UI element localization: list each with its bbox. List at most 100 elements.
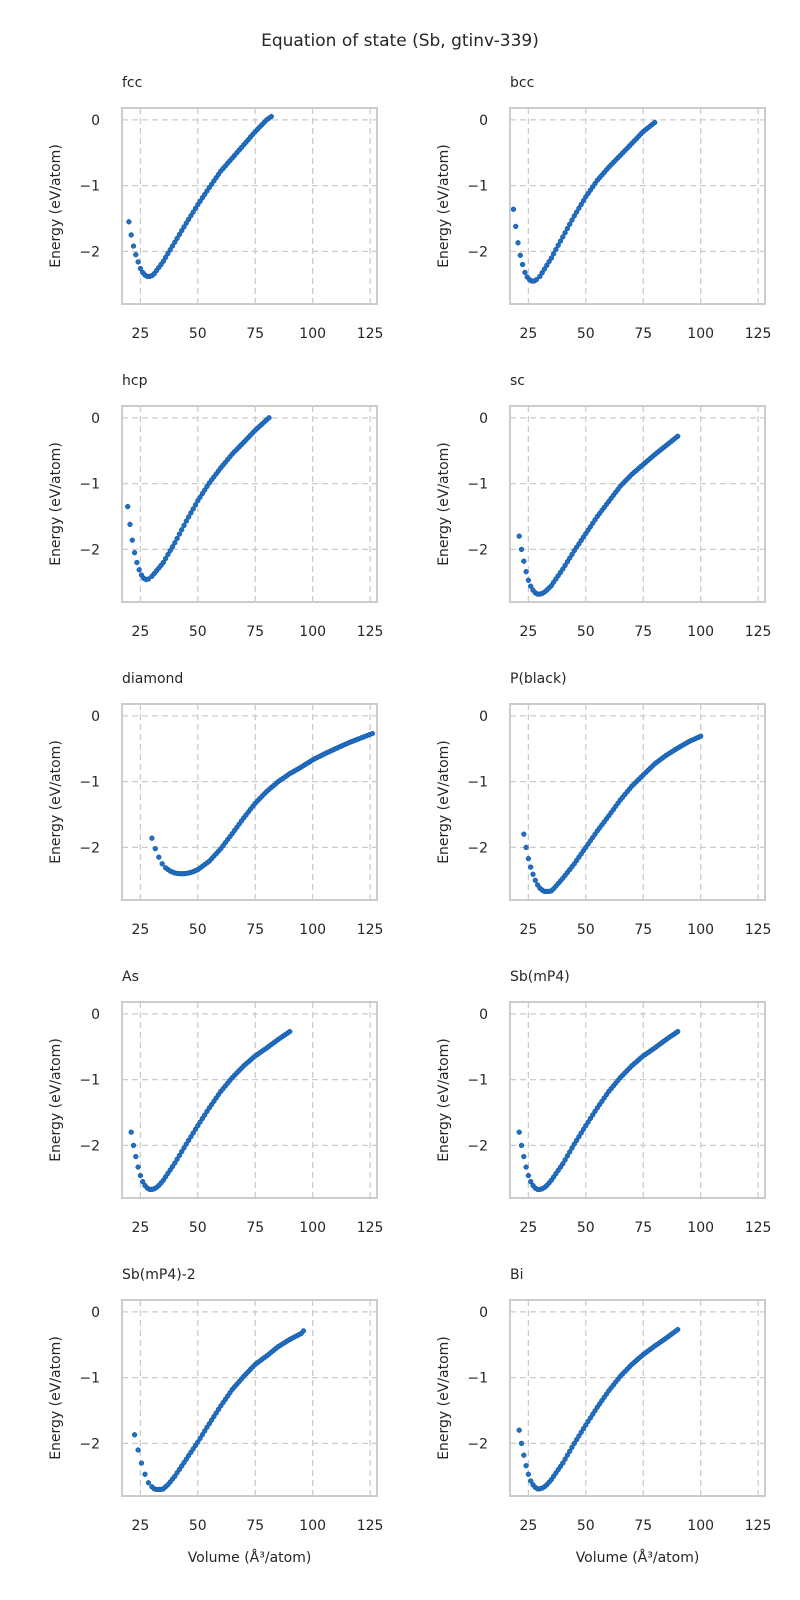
data-point [145, 576, 152, 582]
data-point [562, 1456, 568, 1462]
data-point [190, 506, 196, 512]
y-tick-label: −2 [467, 542, 488, 558]
data-point [523, 1164, 529, 1170]
y-tick-label: 0 [479, 1007, 488, 1023]
data-point [510, 206, 517, 212]
x-tick-label: 50 [189, 1220, 207, 1236]
x-tick-label: 75 [246, 922, 264, 938]
data-point [179, 527, 185, 533]
y-axis-label: Energy (eV/atom) [48, 1336, 64, 1460]
plot-frame [509, 1299, 766, 1497]
data-point [521, 1153, 527, 1160]
data-point [569, 217, 575, 223]
data-point [569, 1444, 575, 1450]
panel-as: As 25 50 75 100 125 0 −1 −2 Energy (eV/atom) [48, 969, 383, 1236]
x-tick-label: 25 [131, 624, 149, 640]
data-point [165, 250, 171, 257]
x-tick-label: 50 [577, 1220, 595, 1236]
y-tick-label: 0 [91, 1305, 100, 1321]
data-point [127, 521, 133, 528]
x-tick-label: 125 [357, 624, 384, 640]
data-point [185, 514, 192, 520]
x-tick-label: 25 [519, 326, 537, 342]
panel-title: bcc [510, 75, 534, 91]
x-tick-label: 25 [131, 326, 149, 342]
data-point [125, 503, 131, 510]
panel-title: Sb(mP4) [510, 969, 570, 985]
data-point [528, 864, 534, 870]
data-point [179, 228, 185, 234]
data-point [128, 1129, 134, 1135]
plot-frame [509, 405, 766, 603]
panel-bi: Bi 25 50 75 100 125 0 −1 −2 Energy (eV/atom) Volum… [436, 1267, 771, 1566]
data-point [137, 1172, 144, 1179]
y-axis-label: Energy (eV/atom) [436, 144, 452, 268]
x-tick-label: 125 [745, 326, 772, 342]
y-tick-label: 0 [479, 1305, 488, 1321]
data-point [523, 844, 529, 851]
data-point [181, 522, 187, 529]
x-tick-label: 100 [299, 1220, 326, 1236]
data-point [518, 546, 525, 553]
data-point [149, 835, 155, 841]
panel-bcc: bcc 25 50 75 100 125 0 −1 −2 Energy (eV/atom) [436, 75, 771, 342]
y-axis-label: Energy (eV/atom) [436, 442, 452, 566]
x-tick-label: 50 [577, 326, 595, 342]
data-point [548, 255, 555, 261]
data-point [268, 113, 274, 120]
data-point [578, 201, 584, 208]
x-tick-label: 100 [687, 326, 714, 342]
y-tick-label: −1 [467, 477, 488, 493]
x-tick-label: 75 [246, 1220, 264, 1236]
y-tick-label: 0 [91, 411, 100, 427]
y-tick-label: 0 [479, 113, 488, 129]
plot-frame [121, 107, 378, 305]
data-point [140, 1178, 146, 1185]
data-point [165, 551, 171, 558]
x-tick-label: 25 [131, 922, 149, 938]
x-tick-label: 100 [687, 1220, 714, 1236]
panel-title: hcp [122, 373, 148, 389]
data-point [174, 235, 180, 242]
data-point [528, 583, 534, 589]
y-axis-label: Energy (eV/atom) [48, 442, 64, 566]
y-tick-label: −2 [467, 840, 488, 856]
x-tick-label: 25 [519, 922, 537, 938]
data-point [518, 1142, 525, 1149]
x-tick-label: 50 [189, 922, 207, 938]
data-point [300, 1328, 307, 1334]
x-tick-label: 50 [189, 624, 207, 640]
data-point [176, 231, 183, 238]
data-point [525, 1172, 532, 1179]
data-point [557, 238, 564, 244]
data-point [530, 871, 536, 877]
data-point [519, 261, 526, 268]
x-tick-label: 100 [299, 624, 326, 640]
data-point [580, 197, 587, 204]
y-tick-label: −1 [467, 775, 488, 791]
y-tick-label: −1 [79, 1371, 100, 1387]
x-tick-label: 25 [519, 624, 537, 640]
data-point [564, 225, 571, 232]
panel-sb-mp4-2: Sb(mP4)-2 25 50 75 100 125 0 −1 −2 Energy (eV/ato… [48, 1267, 383, 1566]
data-point [525, 1471, 532, 1477]
x-tick-label: 125 [357, 922, 384, 938]
data-point [553, 246, 559, 253]
data-point [555, 242, 561, 248]
x-tick-label: 75 [246, 326, 264, 342]
panel-title: diamond [122, 671, 183, 687]
data-point [521, 558, 527, 564]
x-tick-label: 50 [577, 624, 595, 640]
x-tick-label: 25 [519, 1220, 537, 1236]
x-tick-label: 50 [189, 1518, 207, 1534]
y-tick-label: −1 [467, 179, 488, 195]
data-point [169, 243, 176, 249]
x-axis-label: Volume (Å³/atom) [188, 1549, 312, 1566]
y-tick-label: −2 [467, 244, 488, 260]
data-point [176, 1152, 183, 1159]
data-point [567, 1149, 573, 1155]
panel-fcc: fcc 25 50 75 100 125 0 −1 −2 Energy (eV/atom) [48, 75, 383, 342]
data-point [521, 1452, 527, 1458]
y-tick-label: −1 [79, 477, 100, 493]
